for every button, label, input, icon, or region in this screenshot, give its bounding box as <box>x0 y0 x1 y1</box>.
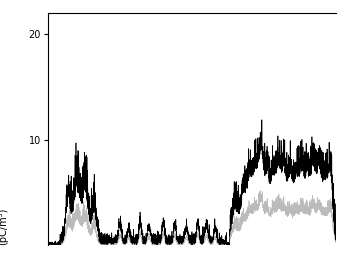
Y-axis label: (pC/m³): (pC/m³) <box>0 208 8 245</box>
